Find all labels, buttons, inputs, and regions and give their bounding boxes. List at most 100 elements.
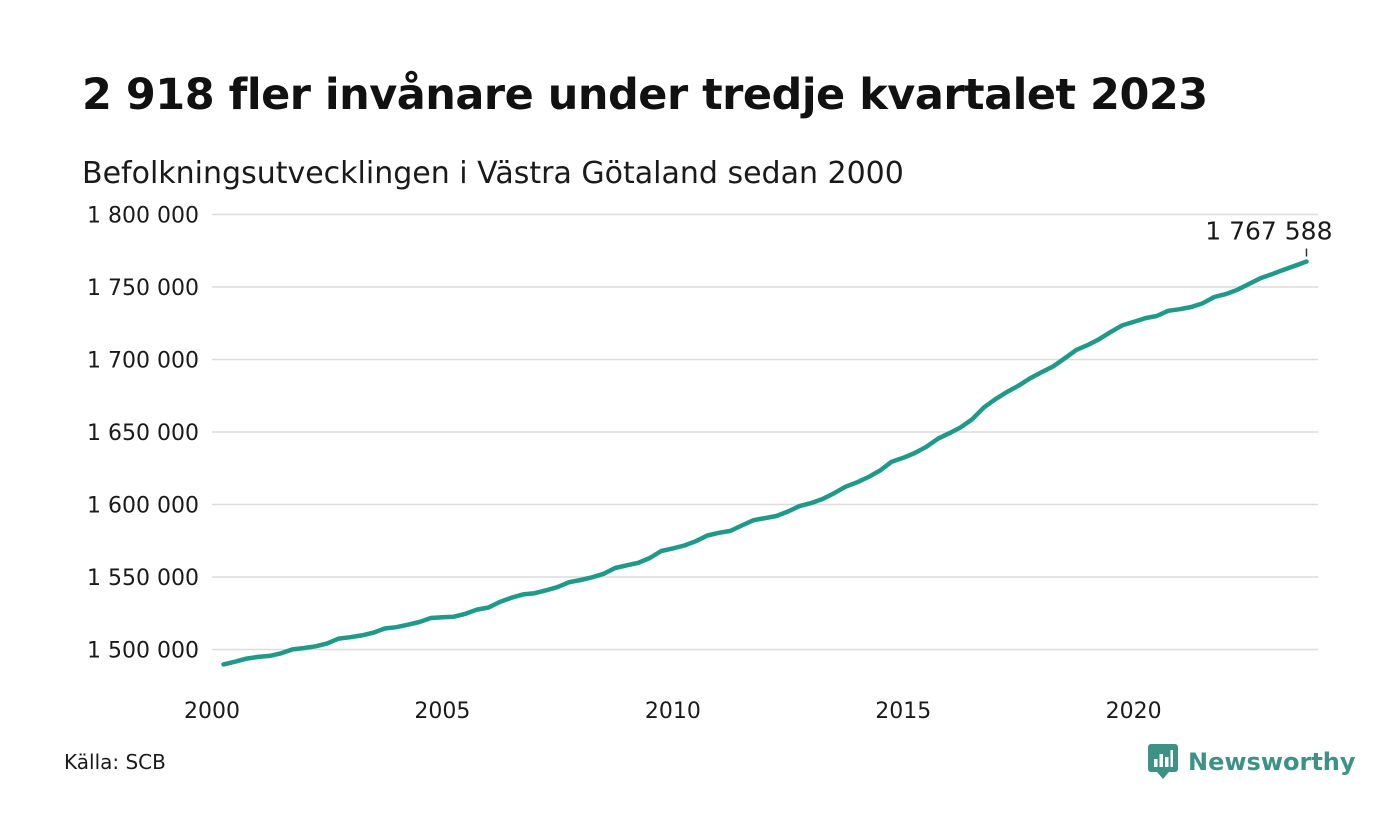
brand-name: Newsworthy xyxy=(1188,748,1356,776)
data-point xyxy=(1235,288,1239,292)
data-point xyxy=(798,504,802,508)
data-point xyxy=(302,646,306,650)
data-point xyxy=(717,531,721,535)
data-point xyxy=(394,625,398,629)
data-point xyxy=(268,654,272,658)
data-point xyxy=(1132,320,1136,324)
data-point xyxy=(947,431,951,435)
data-point xyxy=(1143,316,1147,320)
data-point xyxy=(1028,376,1032,380)
data-point xyxy=(613,566,617,570)
data-point xyxy=(521,592,525,596)
data-point xyxy=(1120,323,1124,327)
y-tick-label: 1 600 000 xyxy=(87,494,199,519)
data-point xyxy=(1224,292,1228,296)
population-series-line xyxy=(221,259,1309,667)
data-point xyxy=(993,397,997,401)
data-points xyxy=(222,260,1309,667)
data-point xyxy=(1247,282,1251,286)
data-point xyxy=(440,615,444,619)
data-point xyxy=(936,437,940,441)
data-point xyxy=(291,647,295,651)
data-point xyxy=(913,451,917,455)
data-point xyxy=(1109,330,1113,334)
data-point xyxy=(878,468,882,472)
y-tick-label: 1 800 000 xyxy=(87,204,199,229)
data-point xyxy=(222,662,226,666)
data-point xyxy=(1293,264,1297,268)
data-point xyxy=(752,518,756,522)
data-point xyxy=(325,641,329,645)
data-point xyxy=(567,580,571,584)
gridlines xyxy=(212,213,1318,651)
data-point xyxy=(821,497,825,501)
data-point xyxy=(452,615,456,619)
brand: Newsworthy xyxy=(1148,744,1356,780)
data-point xyxy=(1074,348,1078,352)
data-point xyxy=(705,534,709,538)
data-point xyxy=(648,556,652,560)
data-point xyxy=(1178,307,1182,311)
data-point xyxy=(464,612,468,616)
data-point xyxy=(740,523,744,527)
chart-subtitle: Befolkningsutvecklingen i Västra Götalan… xyxy=(82,156,904,191)
data-point xyxy=(786,510,790,514)
data-point xyxy=(1166,309,1170,313)
data-point xyxy=(279,651,283,655)
y-tick-label: 1 500 000 xyxy=(87,639,199,664)
data-point xyxy=(256,655,260,659)
x-tick-label: 2005 xyxy=(414,699,470,724)
data-point xyxy=(245,657,249,661)
data-point xyxy=(544,588,548,592)
data-point xyxy=(1051,365,1055,369)
data-point xyxy=(487,606,491,610)
x-tick-label: 2000 xyxy=(184,699,240,724)
newsworthy-logo-icon xyxy=(1148,744,1178,779)
data-point xyxy=(417,620,421,624)
data-point xyxy=(659,549,663,553)
data-point xyxy=(579,578,583,582)
data-point xyxy=(348,635,352,639)
data-point xyxy=(314,644,318,648)
data-point xyxy=(625,563,629,567)
y-tick-label: 1 750 000 xyxy=(87,276,199,301)
data-point xyxy=(383,627,387,631)
y-tick-label: 1 700 000 xyxy=(87,349,199,374)
data-point xyxy=(1097,337,1101,341)
data-point xyxy=(959,425,963,429)
data-point xyxy=(636,561,640,565)
data-point xyxy=(360,633,364,637)
data-point xyxy=(337,637,341,641)
data-point xyxy=(498,600,502,604)
data-point xyxy=(982,405,986,409)
data-point xyxy=(832,491,836,495)
data-point xyxy=(1189,305,1193,309)
x-axis-tick-labels: 2000 2005 2010 2015 2020 xyxy=(184,699,1162,724)
data-point xyxy=(429,616,433,620)
data-point xyxy=(556,585,560,589)
data-point xyxy=(371,631,375,635)
data-point xyxy=(671,546,675,550)
chart-title: 2 918 fler invånare under tredje kvartal… xyxy=(82,70,1208,120)
data-point xyxy=(1201,301,1205,305)
data-point xyxy=(867,475,871,479)
data-point xyxy=(533,591,537,595)
x-tick-label: 2020 xyxy=(1106,699,1162,724)
data-point xyxy=(1086,343,1090,347)
data-point xyxy=(694,539,698,543)
y-tick-label: 1 550 000 xyxy=(87,566,199,591)
data-point xyxy=(1063,357,1067,361)
data-point xyxy=(844,485,848,489)
data-point xyxy=(1281,268,1285,272)
data-point xyxy=(1155,314,1159,318)
last-value-annotation: 1 767 588 xyxy=(1205,216,1332,245)
data-point xyxy=(1305,260,1309,264)
data-point xyxy=(590,575,594,579)
data-point xyxy=(775,514,779,518)
x-tick-label: 2015 xyxy=(875,699,931,724)
data-point xyxy=(233,660,237,664)
data-point xyxy=(924,445,928,449)
data-point xyxy=(1212,295,1216,299)
data-point xyxy=(809,501,813,505)
